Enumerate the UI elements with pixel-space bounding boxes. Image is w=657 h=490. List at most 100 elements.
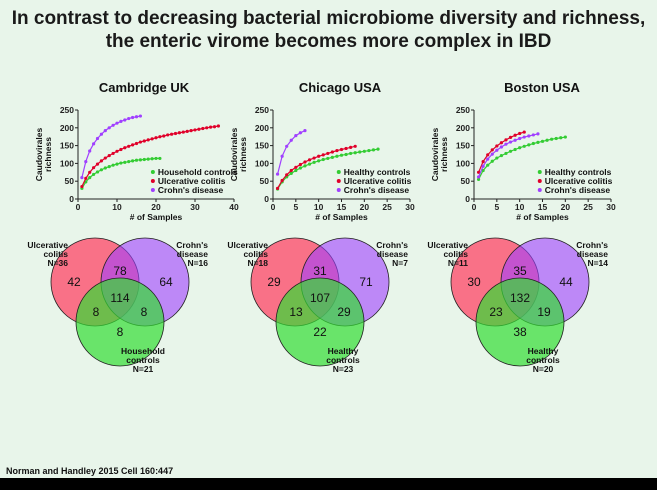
data-point xyxy=(88,176,92,180)
y-tick-label: 150 xyxy=(456,141,470,151)
data-point xyxy=(111,163,115,167)
venn-label-ctrl: Healthy controls N=20 xyxy=(526,346,560,374)
venn-count-ctrl-only: 8 xyxy=(117,325,124,339)
x-axis-label: # of Samples xyxy=(315,212,368,222)
venn-label-uc: Ulcerative colitis N=18 xyxy=(227,240,268,268)
data-point xyxy=(142,157,146,162)
data-point xyxy=(146,157,150,161)
data-point xyxy=(150,157,154,161)
venn-label-ctrl: Household controls N=21 xyxy=(121,346,165,374)
venn-count-uc-cd: 31 xyxy=(313,264,327,278)
y-tick-label: 200 xyxy=(255,123,269,133)
data-point xyxy=(111,151,115,156)
venn-count-cd-only: 64 xyxy=(159,275,173,289)
data-point xyxy=(312,160,316,164)
x-tick-label: 20 xyxy=(360,202,370,212)
y-tick-label: 100 xyxy=(255,158,269,168)
y-tick-label: 150 xyxy=(255,141,269,151)
x-tick-label: 20 xyxy=(561,202,571,212)
data-point xyxy=(371,148,376,152)
x-tick-label: 10 xyxy=(515,202,525,212)
data-point xyxy=(119,147,123,152)
y-tick-label: 200 xyxy=(456,123,470,133)
y-tick-label: 250 xyxy=(456,105,470,115)
data-point xyxy=(339,147,344,152)
data-point xyxy=(294,165,298,169)
data-point xyxy=(107,165,111,169)
y-tick-label: 50 xyxy=(260,176,270,186)
data-point xyxy=(495,156,499,160)
data-point xyxy=(312,156,316,160)
legend-label: Ulcerative colitis xyxy=(545,176,613,186)
data-point xyxy=(80,176,84,180)
x-tick-label: 10 xyxy=(314,202,324,212)
data-point xyxy=(349,145,353,149)
data-point xyxy=(103,166,107,170)
chart-2: 0 50 100 150 200 250 0 5 10 15 20 25 30 # of Samples C… xyxy=(430,105,616,222)
data-point xyxy=(495,144,499,148)
venn-count-uc-only: 30 xyxy=(467,275,481,289)
x-tick-label: 25 xyxy=(583,202,593,212)
venn-count-all: 132 xyxy=(510,291,530,305)
data-point xyxy=(294,168,298,173)
data-point xyxy=(335,148,339,153)
data-point xyxy=(536,132,540,136)
data-point xyxy=(115,121,119,125)
data-point xyxy=(303,164,307,168)
legend-marker xyxy=(336,188,341,192)
data-point xyxy=(481,164,485,168)
data-point xyxy=(476,177,481,182)
data-point xyxy=(84,160,88,164)
data-point xyxy=(123,146,127,150)
y-tick-label: 200 xyxy=(60,123,74,133)
data-point xyxy=(481,168,485,173)
legend-marker xyxy=(537,188,542,192)
chart-1: 0 50 100 150 200 250 0 5 10 15 20 25 30 # of Samples C… xyxy=(229,105,415,222)
data-point xyxy=(212,125,217,129)
data-point xyxy=(134,158,139,162)
legend-label: Healthy controls xyxy=(344,167,411,177)
data-point xyxy=(177,131,181,135)
data-point xyxy=(201,126,205,131)
x-tick-label: 0 xyxy=(271,202,276,212)
data-point xyxy=(490,152,494,156)
data-point xyxy=(280,178,284,183)
data-point xyxy=(185,129,189,133)
x-tick-label: 30 xyxy=(405,202,415,212)
data-point xyxy=(146,138,150,142)
data-point xyxy=(275,172,280,176)
y-tick-label: 0 xyxy=(69,194,74,204)
data-point xyxy=(476,175,481,179)
data-point xyxy=(294,134,298,138)
data-point xyxy=(527,143,531,147)
venn-count-uc-cd: 35 xyxy=(513,264,527,278)
data-point xyxy=(513,133,517,137)
data-point xyxy=(508,149,513,153)
data-point xyxy=(330,150,334,154)
data-point xyxy=(522,130,526,134)
legend-label: Ulcerative colitis xyxy=(344,176,412,186)
data-point xyxy=(216,124,220,128)
data-point xyxy=(107,126,111,130)
venn-count-ctrl-only: 38 xyxy=(513,325,527,339)
data-point xyxy=(321,157,325,162)
venn-label-uc: Ulcerative colitis N=36 xyxy=(27,240,68,268)
data-point xyxy=(95,136,100,141)
data-point xyxy=(127,144,131,148)
data-point xyxy=(280,154,284,158)
legend-label: Ulcerative colitis xyxy=(158,176,226,186)
data-point xyxy=(486,153,490,157)
data-point xyxy=(303,129,307,133)
y-tick-label: 0 xyxy=(465,194,470,204)
venn-circle-ctrl xyxy=(75,277,165,367)
data-point xyxy=(193,128,197,132)
data-point xyxy=(205,126,209,130)
y-axis-label: Caudoviralesrichness xyxy=(430,128,449,182)
venn-label-cd: Crohn's disease N=16 xyxy=(176,240,208,268)
y-tick-label: 100 xyxy=(60,158,74,168)
data-point xyxy=(499,145,503,149)
legend-marker xyxy=(336,170,341,174)
chart-0: 0 50 100 150 200 250 0 10 20 30 40 # of Samples Caud… xyxy=(34,105,239,222)
venn-count-uc-only: 29 xyxy=(267,275,281,289)
